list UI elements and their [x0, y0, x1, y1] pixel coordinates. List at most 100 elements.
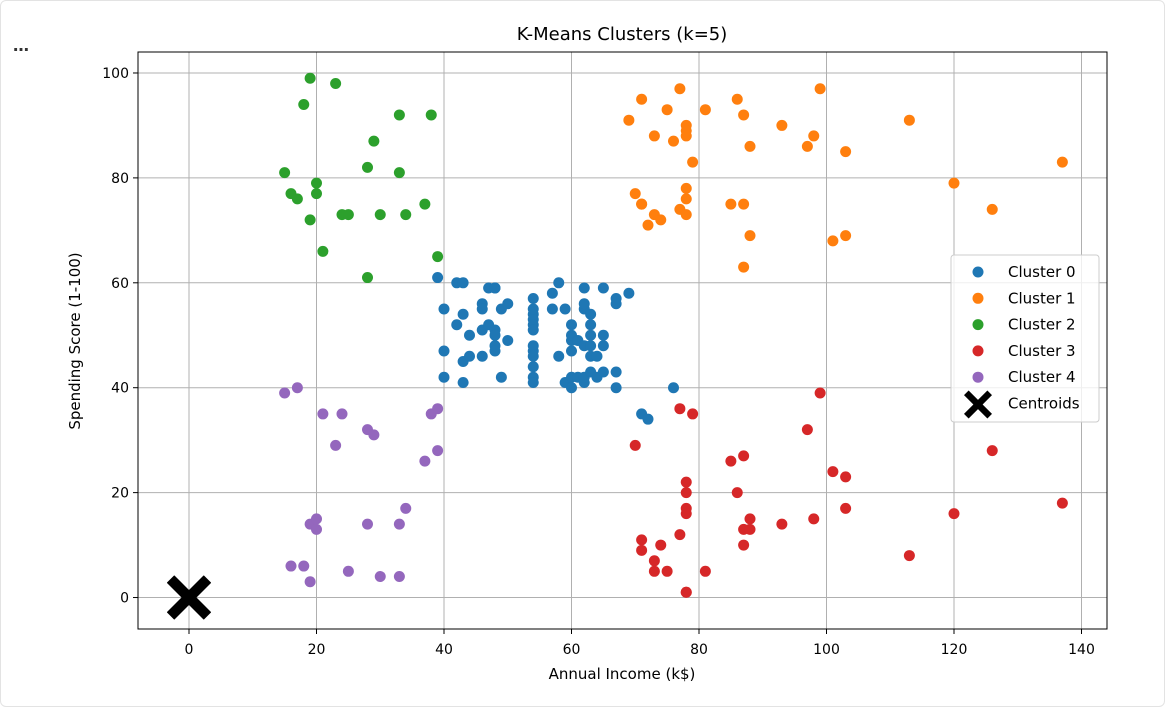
data-point	[304, 72, 316, 84]
data-point	[527, 303, 539, 315]
data-point	[738, 450, 750, 462]
legend-label: Centroids	[1008, 395, 1080, 413]
cell-menu-button[interactable]: …	[13, 36, 29, 55]
data-point	[597, 366, 609, 378]
data-point	[738, 109, 750, 121]
data-point	[680, 209, 692, 221]
data-point	[840, 146, 852, 158]
data-point	[362, 272, 373, 284]
data-point	[419, 198, 431, 210]
data-point	[476, 303, 488, 315]
data-point	[636, 93, 648, 105]
data-point	[374, 209, 386, 221]
data-point	[585, 308, 597, 320]
data-point	[648, 130, 660, 142]
data-point	[336, 408, 348, 420]
data-point	[738, 198, 750, 210]
data-point	[374, 571, 386, 583]
data-point	[342, 209, 354, 221]
data-point	[699, 104, 711, 116]
legend-marker	[972, 266, 984, 278]
data-point	[585, 340, 597, 352]
data-point	[668, 382, 679, 394]
data-point	[744, 230, 756, 242]
data-point	[680, 487, 692, 499]
data-point	[1056, 497, 1068, 509]
data-point	[674, 83, 686, 95]
data-point	[636, 534, 648, 546]
data-point	[680, 586, 692, 598]
data-point	[279, 167, 291, 179]
data-point	[744, 140, 756, 152]
data-point	[744, 523, 756, 535]
data-point	[279, 387, 291, 399]
data-point	[393, 518, 405, 530]
data-point	[457, 308, 469, 320]
y-tick-label: 100	[102, 66, 129, 82]
data-point	[808, 130, 820, 142]
data-point	[648, 555, 660, 567]
data-point	[687, 408, 699, 420]
data-point	[814, 387, 826, 399]
y-tick-label: 0	[120, 591, 129, 607]
data-point	[362, 161, 373, 173]
data-point	[948, 177, 960, 189]
y-tick-label: 20	[111, 486, 129, 502]
data-point	[476, 350, 488, 362]
data-point	[699, 565, 711, 577]
data-point	[304, 214, 316, 226]
plot-frame	[137, 51, 1108, 630]
data-point	[464, 350, 475, 362]
data-point	[291, 382, 303, 394]
chart-title: K-Means Clusters (k=5)	[517, 24, 728, 45]
data-point	[317, 408, 329, 420]
data-point	[776, 119, 788, 131]
data-point	[948, 508, 960, 520]
data-point	[553, 350, 565, 362]
data-point	[527, 350, 539, 362]
data-point	[451, 319, 463, 331]
data-point	[986, 445, 998, 457]
x-tick-label: 120	[941, 642, 968, 658]
data-point	[585, 329, 597, 341]
data-point	[680, 193, 692, 205]
data-point	[610, 382, 622, 394]
data-point	[419, 455, 431, 467]
data-point	[680, 508, 692, 520]
data-point	[553, 277, 565, 289]
data-point	[425, 109, 437, 121]
data-point	[566, 382, 577, 394]
data-point	[330, 77, 342, 89]
x-tick-label: 20	[308, 642, 326, 658]
data-point	[808, 513, 820, 525]
y-tick-label: 80	[111, 171, 129, 187]
legend-marker	[972, 371, 984, 383]
y-tick-label: 60	[111, 276, 129, 292]
data-point	[400, 209, 412, 221]
data-point	[566, 345, 577, 357]
data-point	[432, 445, 444, 457]
data-point	[527, 293, 539, 305]
data-point	[636, 198, 648, 210]
data-point	[636, 544, 648, 556]
data-point	[801, 140, 813, 152]
data-point	[566, 319, 577, 331]
data-point	[680, 182, 692, 194]
centroid-point	[167, 575, 211, 620]
x-tick-label: 100	[813, 642, 840, 658]
data-point	[393, 167, 405, 179]
data-point	[840, 471, 852, 483]
y-axis-label: Spending Score (1-100)	[66, 252, 84, 429]
data-point	[438, 345, 450, 357]
data-point	[623, 287, 635, 299]
data-point	[393, 109, 405, 121]
data-point	[311, 177, 322, 189]
x-tick-label: 80	[690, 642, 708, 658]
data-point	[827, 235, 839, 247]
data-point	[464, 329, 475, 341]
data-point	[311, 513, 322, 525]
data-point	[610, 366, 622, 378]
data-point	[661, 104, 673, 116]
data-point	[502, 335, 514, 346]
